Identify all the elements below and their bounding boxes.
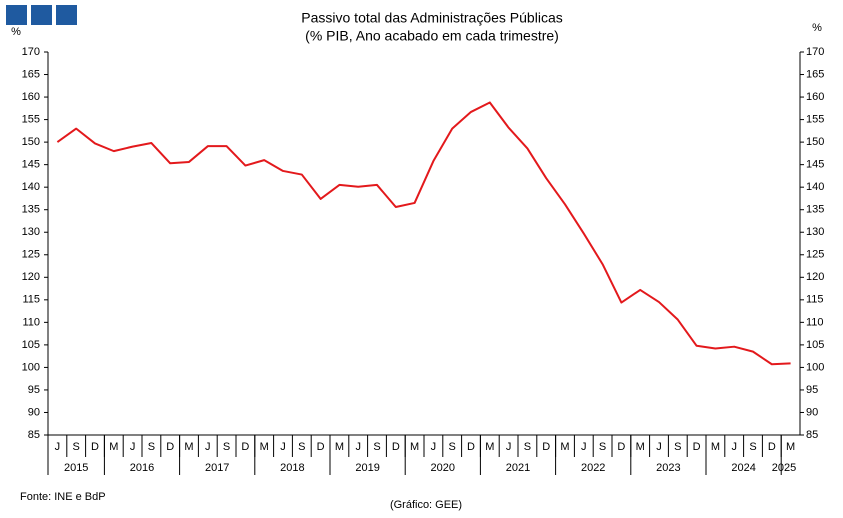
y-tick-label: 135 [22, 204, 40, 216]
y2-tick-label: 170 [806, 46, 824, 58]
logo-square [6, 5, 27, 25]
x-tick-label: J [355, 441, 361, 453]
x-tick-label: S [524, 441, 531, 453]
y2-tick-label: 120 [806, 271, 824, 283]
y-axis-label: % [11, 26, 21, 38]
x-tick-label: S [298, 441, 305, 453]
x-tick-label: M [184, 441, 193, 453]
x-tick-label: M [560, 441, 569, 453]
y-tick-label: 110 [22, 316, 40, 328]
y-tick-label: 105 [22, 339, 40, 351]
y-tick-label: 140 [22, 181, 40, 193]
y2-tick-label: 135 [806, 204, 824, 216]
x-tick-label: J [431, 441, 437, 453]
x-tick-label: S [223, 441, 230, 453]
y-tick-label: 160 [22, 91, 40, 103]
x-tick-label: D [392, 441, 400, 453]
x-tick-label: S [599, 441, 606, 453]
x-tick-label: J [55, 441, 61, 453]
y-tick-label: 170 [22, 46, 40, 58]
x-tick-label: J [731, 441, 737, 453]
y2-tick-label: 95 [806, 384, 818, 396]
x-tick-label: S [373, 441, 380, 453]
y-tick-label: 165 [22, 68, 40, 80]
chart-title: Passivo total das Administrações Pública… [301, 10, 562, 26]
y2-tick-label: 155 [806, 113, 824, 125]
logo-square [56, 5, 77, 25]
x-tick-label: J [130, 441, 136, 453]
year-label: 2017 [205, 462, 229, 474]
x-tick-label: S [449, 441, 456, 453]
y-tick-label: 145 [22, 159, 40, 171]
x-tick-label: D [166, 441, 174, 453]
year-label: 2019 [355, 462, 379, 474]
y2-tick-label: 145 [806, 159, 824, 171]
source-note: Fonte: INE e BdP [20, 491, 106, 503]
y-tick-label: 95 [28, 384, 40, 396]
year-label: 2015 [64, 462, 88, 474]
y2-tick-label: 165 [806, 68, 824, 80]
x-tick-label: D [542, 441, 550, 453]
x-tick-label: J [280, 441, 286, 453]
x-tick-label: S [749, 441, 756, 453]
y2-tick-label: 85 [806, 429, 818, 441]
x-tick-label: S [148, 441, 155, 453]
x-tick-label: J [656, 441, 662, 453]
x-tick-label: D [91, 441, 99, 453]
x-tick-label: D [768, 441, 776, 453]
x-tick-label: M [335, 441, 344, 453]
y-tick-label: 155 [22, 113, 40, 125]
credit-note: (Gráfico: GEE) [390, 499, 462, 511]
x-tick-label: J [506, 441, 512, 453]
y-tick-label: 150 [22, 136, 40, 148]
y2-tick-label: 150 [806, 136, 824, 148]
y2-axis-label: % [812, 22, 822, 34]
x-tick-label: S [73, 441, 80, 453]
y2-tick-label: 140 [806, 181, 824, 193]
y2-tick-label: 160 [806, 91, 824, 103]
year-label: 2022 [581, 462, 605, 474]
year-label: 2018 [280, 462, 304, 474]
y-tick-label: 85 [28, 429, 40, 441]
y2-tick-label: 105 [806, 339, 824, 351]
y2-tick-label: 115 [806, 294, 824, 306]
year-label: 2016 [130, 462, 154, 474]
year-label: 2020 [431, 462, 455, 474]
chart-subtitle: (% PIB, Ano acabado em cada trimestre) [305, 28, 559, 44]
x-tick-label: D [317, 441, 325, 453]
y2-tick-label: 100 [806, 361, 824, 373]
y-tick-label: 125 [22, 249, 40, 261]
y-tick-label: 100 [22, 361, 40, 373]
year-label: 2023 [656, 462, 680, 474]
x-tick-label: D [617, 441, 625, 453]
y2-tick-label: 130 [806, 226, 824, 238]
y2-tick-label: 125 [806, 249, 824, 261]
y-tick-label: 90 [28, 406, 40, 418]
year-label: 2025 [772, 462, 796, 474]
x-tick-label: M [485, 441, 494, 453]
year-label: 2021 [506, 462, 530, 474]
x-tick-label: D [467, 441, 475, 453]
y2-tick-label: 90 [806, 406, 818, 418]
x-tick-label: J [205, 441, 211, 453]
y-tick-label: 130 [22, 226, 40, 238]
x-tick-label: M [109, 441, 118, 453]
x-tick-label: M [260, 441, 269, 453]
logo-square [31, 5, 52, 25]
x-tick-label: M [410, 441, 419, 453]
x-tick-label: J [581, 441, 587, 453]
x-tick-label: M [711, 441, 720, 453]
x-tick-label: D [241, 441, 249, 453]
x-tick-label: M [786, 441, 795, 453]
data-line [56, 101, 791, 366]
y-tick-label: 115 [22, 294, 40, 306]
x-tick-label: M [636, 441, 645, 453]
x-tick-label: S [674, 441, 681, 453]
year-label: 2024 [731, 462, 755, 474]
y2-tick-label: 110 [806, 316, 824, 328]
x-tick-label: D [693, 441, 701, 453]
y-tick-label: 120 [22, 271, 40, 283]
